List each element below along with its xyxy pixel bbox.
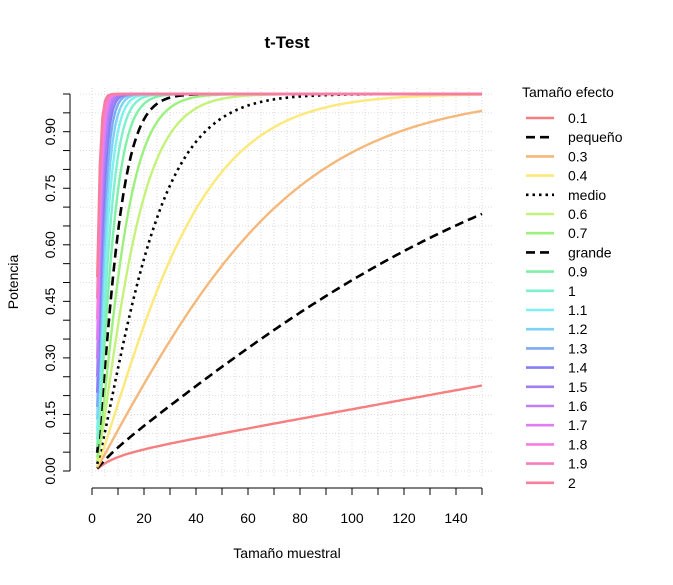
x-tick-label: 100	[340, 510, 364, 526]
series-line-1.4	[96, 92, 482, 393]
series-line-pequeño	[96, 212, 483, 470]
legend-label: 1.5	[568, 379, 588, 395]
legend-label: 0.7	[568, 225, 588, 241]
grid	[80, 88, 494, 478]
y-tick-label: 0.30	[42, 344, 58, 371]
chart-title: t-Test	[264, 33, 309, 52]
legend-label: 1.4	[568, 360, 588, 376]
legend-label: 1	[568, 283, 576, 299]
series-line-1.2	[96, 92, 482, 420]
x-axis-label: Tamaño muestral	[233, 545, 340, 561]
y-tick-label: 0.45	[42, 288, 58, 315]
legend-label: 1.1	[568, 302, 588, 318]
y-tick-label: 0.00	[42, 457, 58, 484]
series-line-grande	[95, 92, 482, 453]
legend-label: 1.6	[568, 398, 588, 414]
legend-label: 1.7	[568, 417, 588, 433]
axes: 0 20 40 60 80 100 120 140 0.00 0.15 0.30 0.45 0.60 0.…	[42, 93, 483, 526]
series-line-1.5	[96, 92, 482, 377]
legend-label: 0.6	[568, 206, 588, 222]
series-line-1.1	[96, 92, 482, 431]
x-tick-label: 0	[88, 510, 96, 526]
series-line-1	[96, 92, 482, 440]
legend: Tamaño efecto 0.1 pequeño 0.3 0.4 medio 0.6 0.…	[522, 84, 623, 491]
x-tick-label: 20	[136, 510, 152, 526]
y-tick-label: 0.90	[42, 118, 58, 145]
legend-label: medio	[568, 187, 606, 203]
series-line-1.7	[96, 92, 482, 340]
legend-label: 2	[568, 475, 576, 491]
legend-label: pequeño	[568, 129, 623, 145]
legend-label: 0.3	[568, 148, 588, 164]
y-tick-label: 0.60	[42, 231, 58, 258]
legend-label: 1.3	[568, 340, 588, 356]
legend-title: Tamaño efecto	[522, 84, 614, 100]
legend-label: 0.1	[568, 110, 588, 126]
x-tick-label: 80	[292, 510, 308, 526]
series-line-0.6	[96, 92, 482, 462]
series-line-0.3	[96, 109, 483, 469]
legend-label: grande	[568, 244, 612, 260]
legend-label: 1.9	[568, 456, 588, 472]
y-tick-label: 0.75	[42, 174, 58, 201]
series-line-0.7	[96, 92, 482, 458]
series-line-0.1	[96, 384, 483, 470]
legend-label: 0.4	[568, 168, 588, 184]
y-tick-label: 0.15	[42, 401, 58, 428]
series-line-0.9	[96, 92, 482, 447]
legend-label: 1.8	[568, 436, 588, 452]
series-line-0.4	[96, 93, 482, 467]
series-line-1.3	[96, 92, 482, 408]
series-line-1.8	[96, 92, 482, 320]
legend-label: 0.9	[568, 264, 588, 280]
x-tick-label: 60	[240, 510, 256, 526]
legend-label: 1.2	[568, 321, 588, 337]
y-axis-label: Potencia	[5, 255, 21, 310]
curves	[95, 92, 483, 470]
series-line-2	[96, 92, 482, 278]
x-tick-label: 120	[392, 510, 416, 526]
x-tick-label: 140	[444, 510, 468, 526]
x-tick-label: 40	[188, 510, 204, 526]
series-line-medio	[95, 92, 482, 465]
